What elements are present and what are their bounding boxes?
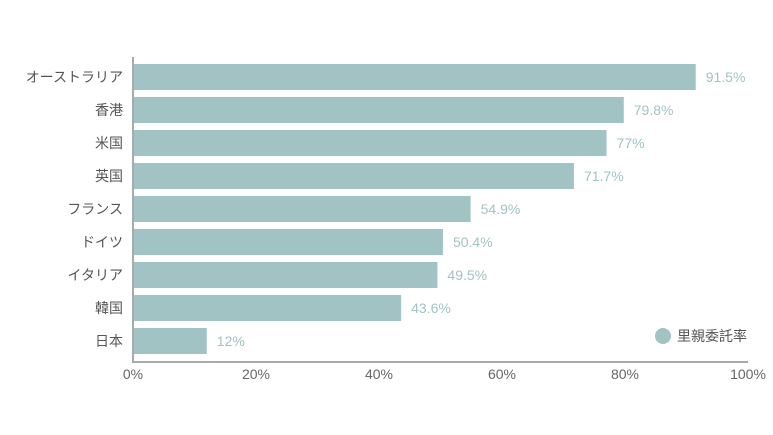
legend: 里親委託率 — [655, 328, 747, 345]
legend-label: 里親委託率 — [677, 328, 747, 345]
x-tick-label: 0% — [123, 366, 143, 382]
category-label: イタリア — [68, 268, 123, 284]
bar — [134, 130, 607, 156]
category-label: フランス — [67, 202, 123, 218]
legend-swatch — [655, 328, 671, 344]
data-label: 43.6% — [411, 300, 451, 316]
data-label: 50.4% — [453, 234, 493, 250]
bar — [134, 97, 624, 123]
data-label: 77% — [617, 135, 645, 151]
x-tick-label: 60% — [488, 366, 516, 382]
category-label: 英国 — [95, 168, 123, 185]
value-labels: 91.5% 79.8% 77% 71.7% 54.9% 50.4% 49.5% 43.6% 12… — [217, 69, 746, 349]
category-label: 韓国 — [95, 301, 123, 317]
data-label: 54.9% — [481, 201, 521, 217]
bar — [134, 163, 574, 189]
bar — [134, 295, 402, 321]
data-label: 12% — [217, 333, 245, 349]
data-label: 49.5% — [447, 267, 487, 283]
category-label: オーストラリア — [26, 70, 123, 86]
x-tick-label: 80% — [611, 366, 639, 382]
category-label: ドイツ — [81, 235, 123, 251]
bars-group — [134, 64, 696, 354]
x-tick-labels: 0% 20% 40% 60% 80% 100% — [123, 366, 766, 382]
category-label: 香港 — [95, 103, 123, 119]
x-tick-label: 20% — [242, 366, 270, 382]
data-label: 79.8% — [634, 102, 674, 118]
category-label: 米国 — [95, 136, 123, 152]
bar — [134, 196, 471, 222]
bar — [134, 328, 207, 354]
x-tick-label: 100% — [730, 366, 766, 382]
data-label: 71.7% — [584, 168, 624, 184]
bar — [134, 229, 443, 255]
bar — [134, 262, 438, 288]
category-label: 日本 — [95, 334, 123, 350]
x-tick-label: 40% — [365, 366, 393, 382]
bar — [134, 64, 696, 90]
data-label: 91.5% — [706, 69, 746, 85]
